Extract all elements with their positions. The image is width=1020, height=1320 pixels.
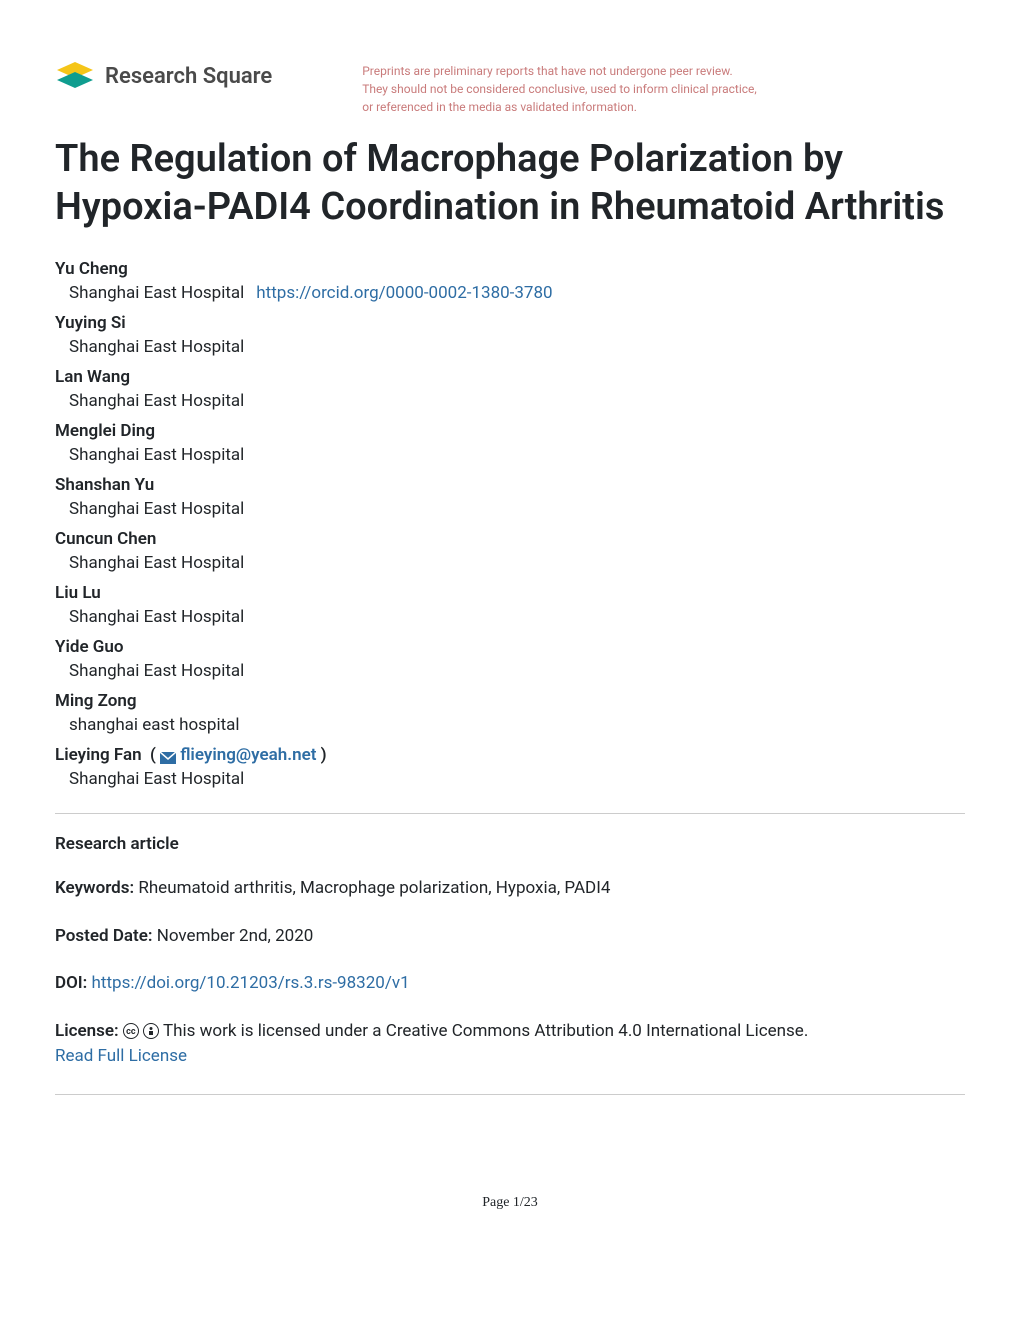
author-block: Ming Zong shanghai east hospital <box>55 691 965 735</box>
author-name: Cuncun Chen <box>55 529 965 549</box>
author-name: Yu Cheng <box>55 259 965 279</box>
preprint-disclaimer: Preprints are preliminary reports that h… <box>362 60 965 116</box>
authors-list: Yu ChengShanghai East Hospitalhttps://or… <box>55 259 965 789</box>
posted-date-label: Posted Date: <box>55 926 153 946</box>
cc-by-icon <box>143 1023 159 1039</box>
license-link[interactable]: Read Full License <box>55 1046 187 1066</box>
author-block: Yuying Si Shanghai East Hospital <box>55 313 965 357</box>
disclaimer-line: They should not be considered conclusive… <box>362 80 965 98</box>
keywords-label: Keywords: <box>55 878 134 898</box>
license-label: License: <box>55 1021 119 1041</box>
author-affiliation: Shanghai East Hospital <box>55 661 965 681</box>
author-name: Liu Lu <box>55 583 965 603</box>
article-type: Research article <box>55 834 965 854</box>
author-affiliation: Shanghai East Hospital <box>55 445 965 465</box>
cc-icon: cc <box>123 1023 139 1039</box>
orcid-link[interactable]: https://orcid.org/0000-0002-1380-3780 <box>256 283 552 303</box>
research-square-logo-icon <box>55 60 95 92</box>
author-affiliation: shanghai east hospital <box>55 715 965 735</box>
author-block: Yu Cheng Shanghai East Hospitalhttps://or… <box>55 259 965 303</box>
posted-date-value: November 2nd, 2020 <box>157 926 314 946</box>
author-affiliation: Shanghai East Hospital <box>55 337 965 357</box>
logo-text: Research Square <box>105 64 272 89</box>
page-header: Research Square Preprints are preliminar… <box>55 60 965 116</box>
author-affiliation: Shanghai East Hospitalhttps://orcid.org/… <box>55 283 965 303</box>
author-affiliation: Shanghai East Hospital <box>55 499 965 519</box>
disclaimer-line: or referenced in the media as validated … <box>362 98 965 116</box>
author-name: Menglei Ding <box>55 421 965 441</box>
posted-date-row: Posted Date: November 2nd, 2020 <box>55 924 965 950</box>
author-block: Shanshan Yu Shanghai East Hospital <box>55 475 965 519</box>
author-block: Yide Guo Shanghai East Hospital <box>55 637 965 681</box>
corresponding-author-marker: ( flieying@yeah.net ) <box>142 745 327 765</box>
divider <box>55 813 965 814</box>
keywords-row: Keywords: Rheumatoid arthritis, Macropha… <box>55 876 965 902</box>
author-affiliation: Shanghai East Hospital <box>55 553 965 573</box>
disclaimer-line: Preprints are preliminary reports that h… <box>362 62 965 80</box>
author-block: Menglei Ding Shanghai East Hospital <box>55 421 965 465</box>
doi-label: DOI: <box>55 973 87 993</box>
article-title: The Regulation of Macrophage Polarizatio… <box>55 136 965 231</box>
author-name: Shanshan Yu <box>55 475 965 495</box>
doi-link[interactable]: https://doi.org/10.21203/rs.3.rs-98320/v… <box>92 973 410 993</box>
keywords-value: Rheumatoid arthritis, Macrophage polariz… <box>138 878 610 898</box>
author-name: Lieying Fan ( flieying@yeah.net ) <box>55 745 965 765</box>
divider <box>55 1094 965 1095</box>
author-name: Yuying Si <box>55 313 965 333</box>
author-name: Yide Guo <box>55 637 965 657</box>
page-number: Page 1/23 <box>55 1195 965 1211</box>
author-block: Liu Lu Shanghai East Hospital <box>55 583 965 627</box>
author-block: Lan Wang Shanghai East Hospital <box>55 367 965 411</box>
logo-container: Research Square <box>55 60 272 92</box>
email-icon <box>160 749 176 761</box>
author-name: Lan Wang <box>55 367 965 387</box>
author-block: Cuncun Chen Shanghai East Hospital <box>55 529 965 573</box>
author-block: Lieying Fan ( flieying@yeah.net ) Shangha… <box>55 745 965 789</box>
author-email-link[interactable]: flieying@yeah.net <box>180 745 316 765</box>
author-name: Ming Zong <box>55 691 965 711</box>
author-affiliation: Shanghai East Hospital <box>55 769 965 789</box>
license-row: License: cc This work is licensed under … <box>55 1019 965 1070</box>
license-text: This work is licensed under a Creative C… <box>163 1021 808 1041</box>
author-affiliation: Shanghai East Hospital <box>55 607 965 627</box>
doi-row: DOI: https://doi.org/10.21203/rs.3.rs-98… <box>55 971 965 997</box>
author-affiliation: Shanghai East Hospital <box>55 391 965 411</box>
